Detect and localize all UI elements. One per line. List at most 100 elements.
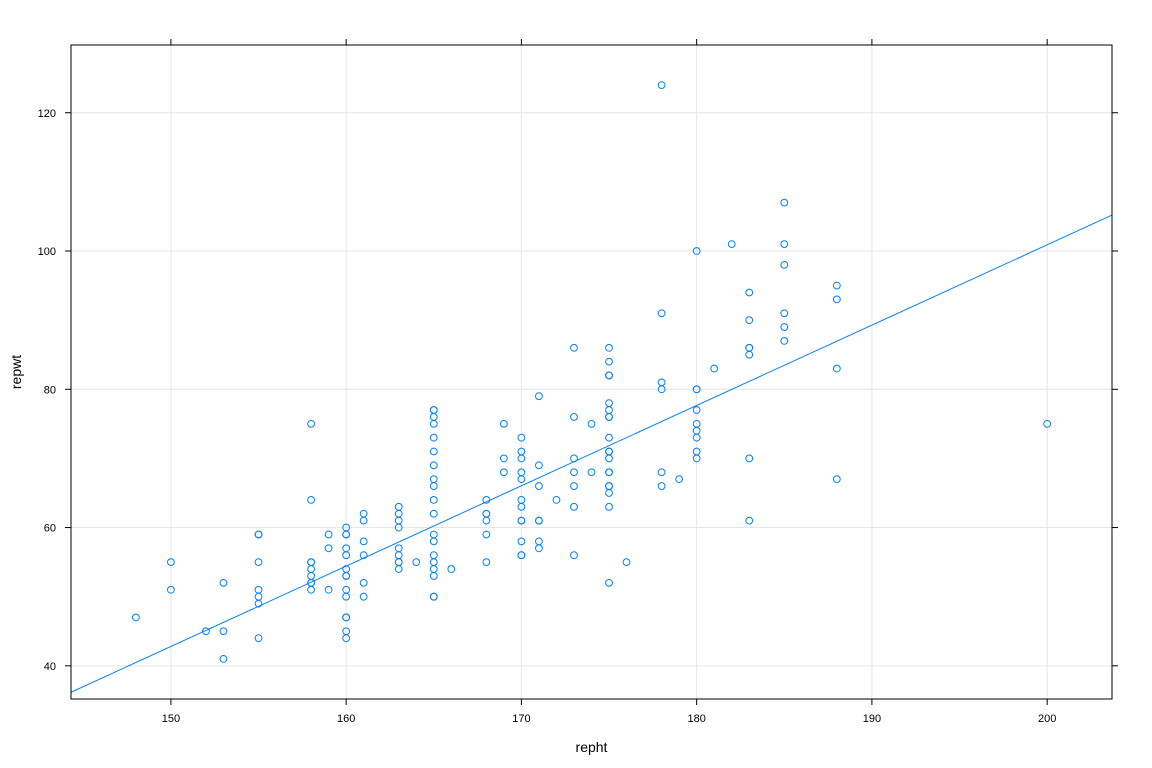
data-point — [605, 433, 613, 442]
data-point — [429, 592, 438, 601]
data-point — [832, 475, 841, 484]
data-point — [324, 585, 333, 594]
data-point — [605, 578, 613, 587]
y-axis-ticks: 40 60 80 100 120 — [38, 108, 1118, 673]
data-point — [517, 537, 526, 546]
data-point — [517, 516, 526, 525]
data-point — [359, 592, 368, 601]
data-point — [254, 585, 263, 594]
plot-panel-border — [70, 44, 1113, 700]
data-point — [605, 406, 613, 414]
data-point — [254, 634, 263, 643]
data-point — [832, 295, 841, 304]
data-point — [745, 316, 754, 325]
data-point — [254, 599, 263, 608]
data-point — [219, 627, 228, 636]
data-point — [394, 558, 403, 567]
data-point — [780, 198, 789, 207]
data-point — [307, 572, 315, 580]
data-point — [535, 516, 543, 525]
data-point — [517, 551, 526, 560]
data-point — [429, 509, 438, 518]
data-point — [359, 509, 368, 518]
data-point — [745, 343, 754, 352]
data-point — [780, 323, 789, 331]
data-point — [412, 558, 421, 567]
data-point — [657, 385, 666, 394]
data-point — [657, 482, 666, 490]
data-point — [394, 551, 403, 560]
data-point — [832, 364, 841, 373]
data-point — [587, 419, 596, 428]
data-point — [622, 558, 631, 567]
data-point — [605, 447, 613, 456]
data-point — [517, 433, 526, 442]
data-point — [394, 516, 403, 525]
data-point — [605, 371, 613, 380]
data-points — [131, 81, 1052, 663]
data-point — [254, 592, 263, 601]
data-point — [342, 572, 351, 580]
data-point — [692, 385, 701, 394]
data-point — [535, 544, 543, 553]
data-point — [1043, 419, 1052, 428]
y-tick-label: 60 — [44, 523, 56, 535]
data-point — [307, 495, 315, 504]
data-point — [605, 482, 613, 490]
data-point — [605, 489, 613, 497]
data-point — [429, 419, 438, 428]
data-point — [447, 565, 456, 573]
data-point — [692, 406, 701, 414]
data-point — [482, 516, 491, 525]
data-point — [692, 247, 701, 255]
data-point — [499, 419, 508, 428]
data-point — [570, 468, 578, 477]
x-tick-label: 170 — [512, 713, 530, 725]
data-point — [570, 551, 578, 560]
y-tick-label: 120 — [38, 108, 56, 120]
data-point — [429, 530, 438, 539]
data-point — [605, 399, 613, 408]
data-point — [605, 413, 613, 421]
x-tick-label: 200 — [1038, 713, 1056, 725]
data-point — [517, 475, 526, 484]
data-point — [605, 343, 613, 352]
data-point — [535, 461, 543, 470]
data-point — [499, 468, 508, 477]
data-point — [359, 516, 368, 525]
data-point — [359, 578, 368, 587]
data-point — [535, 537, 543, 546]
data-point — [657, 81, 666, 89]
x-axis-ticks: 150 160 170 180 190 200 — [162, 39, 1056, 725]
data-point — [535, 482, 543, 490]
data-point — [587, 468, 596, 477]
data-point — [342, 613, 351, 622]
data-point — [605, 502, 613, 511]
data-point — [692, 433, 701, 442]
data-point — [429, 537, 438, 546]
data-point — [745, 288, 754, 297]
data-point — [307, 585, 315, 594]
data-point — [166, 558, 175, 567]
data-point — [166, 585, 175, 594]
data-point — [605, 357, 613, 366]
x-axis-title: repht — [576, 739, 608, 755]
data-point — [552, 495, 561, 504]
data-point — [254, 558, 263, 567]
data-point — [745, 454, 754, 463]
data-point — [570, 343, 578, 352]
data-point — [394, 502, 403, 511]
data-point — [394, 565, 403, 573]
data-point — [657, 378, 666, 387]
data-point — [429, 558, 438, 567]
data-point — [342, 592, 351, 601]
data-point — [482, 495, 491, 504]
data-point — [570, 502, 578, 511]
data-point — [324, 530, 333, 539]
data-point — [745, 516, 754, 525]
grid-lines — [71, 45, 1112, 699]
data-point — [570, 413, 578, 421]
data-point — [832, 281, 841, 290]
data-point — [429, 461, 438, 470]
data-point — [692, 454, 701, 463]
